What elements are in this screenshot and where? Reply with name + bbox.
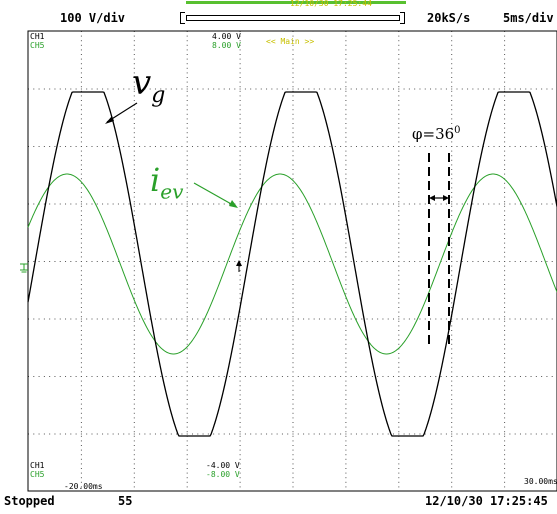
- ch1-trace: [27, 91, 557, 437]
- scope-frame: [27, 30, 557, 492]
- status-state: Stopped: [4, 494, 55, 508]
- slider-right-bracket: [400, 12, 405, 24]
- phase-label-text: φ=36: [412, 125, 455, 143]
- ch1-label-top: CH1: [30, 32, 45, 41]
- status-count: 55: [118, 494, 133, 508]
- time-per-div: 5ms/div: [503, 11, 554, 25]
- ch1-value-bottom: -4.00 V: [206, 461, 240, 470]
- ground-marker: [20, 263, 28, 273]
- grid: [28, 31, 553, 488]
- sample-rate: 20kS/s: [427, 11, 471, 25]
- top-timestamp: 12/10/30 17:25:44: [290, 0, 372, 8]
- zoom-main-label: << Main >>: [266, 37, 315, 46]
- vg-label: vg: [132, 66, 165, 107]
- ch5-value-bottom: -8.00 V: [206, 470, 240, 479]
- iev-label: iev: [150, 164, 183, 201]
- phase-arrowhead-right: [443, 195, 449, 201]
- ch5-label-bottom: CH5: [30, 470, 45, 479]
- time-axis-right: 30.00ms: [524, 477, 557, 486]
- trigger-arrow: [236, 260, 242, 266]
- zoom-position-slider[interactable]: [180, 12, 406, 24]
- vg-label-sub: g: [151, 82, 166, 108]
- iev-label-main: i: [150, 161, 161, 199]
- volts-per-div: 100 V/div: [60, 11, 126, 25]
- iev-label-sub: ev: [160, 179, 184, 204]
- ch5-label-top: CH5: [30, 41, 45, 50]
- phase-arrowhead-left: [429, 195, 435, 201]
- slider-track: [186, 15, 400, 21]
- ch5-value-top: 8.00 V: [212, 41, 241, 50]
- ch1-label-bottom: CH1: [30, 461, 45, 470]
- slider-left-bracket: [180, 12, 185, 24]
- iev-arrow: [193, 182, 234, 206]
- ch1-value-top: 4.00 V: [212, 32, 241, 41]
- phase-label: φ=360: [412, 126, 461, 142]
- vg-label-main: v: [132, 63, 152, 103]
- record-progress-bar: [186, 1, 406, 4]
- iev-arrowhead: [229, 200, 238, 208]
- vg-arrowhead: [105, 116, 114, 124]
- status-timestamp: 12/10/30 17:25:45: [425, 494, 548, 508]
- time-axis-left: -20.00ms: [64, 482, 103, 491]
- phase-label-sup: 0: [454, 125, 461, 136]
- ch5-trace: [27, 173, 557, 355]
